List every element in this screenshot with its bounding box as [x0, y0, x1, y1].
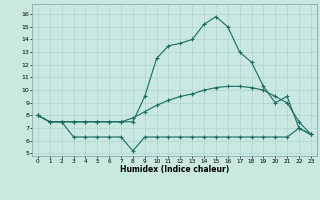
- X-axis label: Humidex (Indice chaleur): Humidex (Indice chaleur): [120, 165, 229, 174]
